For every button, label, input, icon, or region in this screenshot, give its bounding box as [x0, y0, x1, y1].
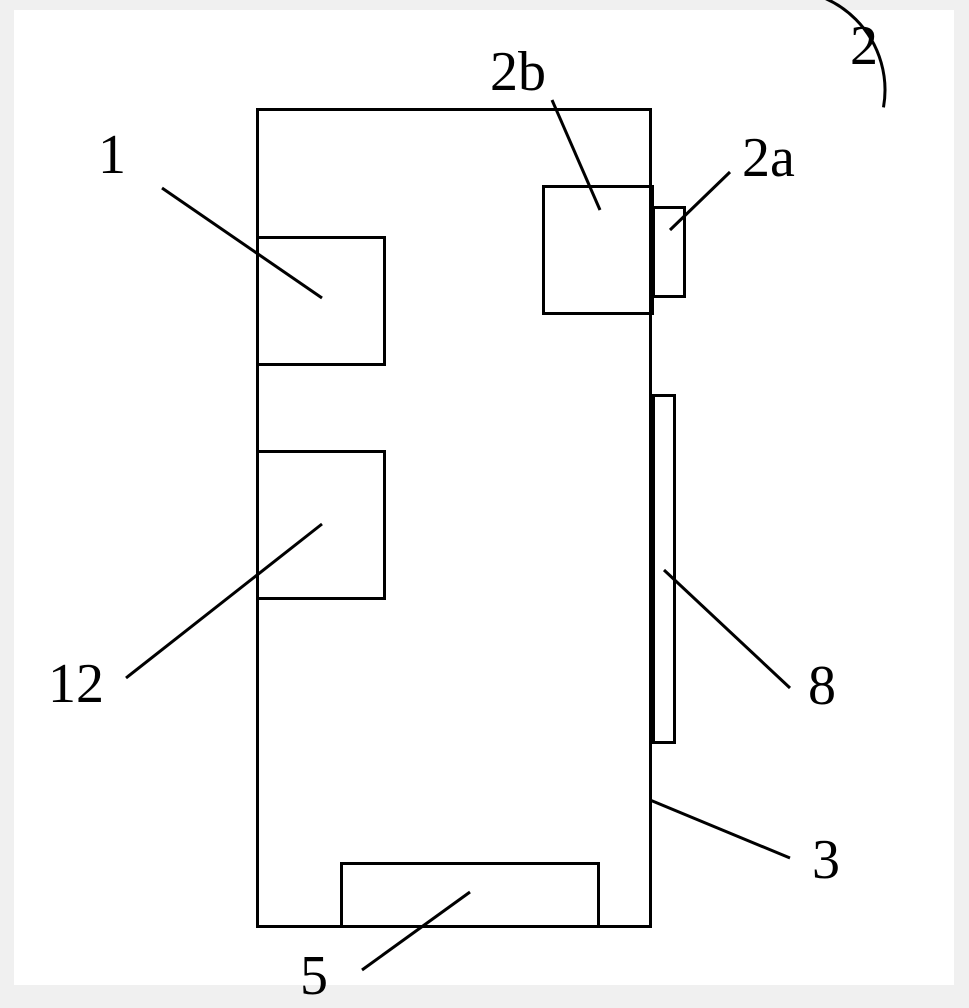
label-5: 5 [300, 944, 328, 1008]
rect-box2b [542, 185, 654, 315]
label-1: 1 [98, 123, 126, 187]
label-3: 3 [812, 828, 840, 892]
label-2: 2 [850, 14, 878, 78]
label-2a: 2a [742, 126, 795, 190]
label-12: 12 [48, 652, 104, 716]
label-8: 8 [808, 654, 836, 718]
rect-box1 [256, 236, 386, 366]
label-2b: 2b [490, 40, 546, 104]
rect-box2a [652, 206, 686, 298]
rect-box5 [340, 862, 600, 928]
rect-box8 [652, 394, 676, 744]
rect-box12 [256, 450, 386, 600]
